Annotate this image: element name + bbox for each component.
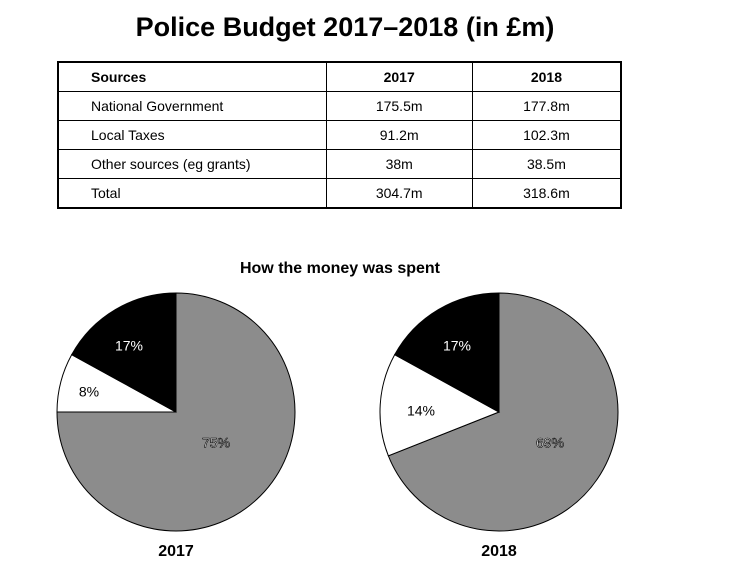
pie-slice-label: 75% <box>202 435 230 451</box>
pie-slice <box>394 292 500 413</box>
pie-slice-label: 14% <box>407 403 435 419</box>
pies-title: How the money was spent <box>239 260 441 277</box>
table-cell-source: Total <box>57 178 327 209</box>
table-cell-2018: 177.8m <box>471 91 622 121</box>
pie-2017: 75% 8% 17% 2017 <box>56 292 296 560</box>
table-row: Other sources (eg grants) 38m 38.5m <box>57 149 622 179</box>
table-cell-2017: 91.2m <box>325 120 473 150</box>
pie-slice <box>379 353 501 457</box>
pie-year-label: 2017 <box>158 543 194 560</box>
pie-slice <box>71 292 177 413</box>
pie-slice-label: 17% <box>115 338 143 354</box>
pie-year-label: 2018 <box>481 543 517 560</box>
table-cell-source: Other sources (eg grants) <box>57 149 327 179</box>
chart-title: Police Budget 2017–2018 (in £m) <box>135 12 555 42</box>
header-2018: 2018 <box>471 61 622 92</box>
table-row: Total 304.7m 318.6m <box>57 178 622 209</box>
pie-slice <box>56 292 296 532</box>
table-cell-2017: 38m <box>325 149 473 179</box>
table-row: National Government 175.5m 177.8m <box>57 91 622 121</box>
pie-slice <box>387 292 619 532</box>
table-cell-2018: 318.6m <box>471 178 622 209</box>
pie-slice-label: 17% <box>443 338 471 354</box>
table-cell-2018: 102.3m <box>471 120 622 150</box>
table-cell-2017: 304.7m <box>325 178 473 209</box>
budget-table: Sources 2017 2018 National Government 17… <box>57 61 622 209</box>
table-cell-2018: 38.5m <box>471 149 622 179</box>
pie-slice-label: 69% <box>536 435 564 451</box>
table-cell-2017: 175.5m <box>325 91 473 121</box>
pie-2018: 69% 14% 17% 2018 <box>379 292 619 560</box>
pie-slice-label: 8% <box>79 384 99 400</box>
